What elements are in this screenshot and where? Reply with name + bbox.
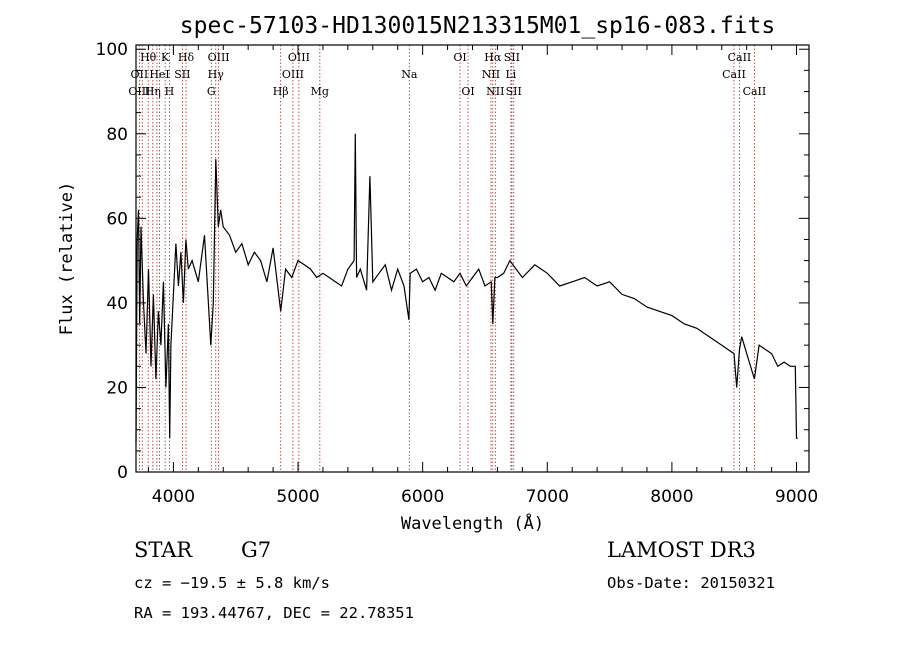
- observation-date: Obs-Date: 20150321: [607, 574, 775, 592]
- y-tick-label: 20: [106, 378, 128, 398]
- line-label: Na: [401, 68, 418, 81]
- x-tick-label: 7000: [526, 487, 569, 507]
- line-label: Mg: [311, 85, 329, 98]
- line-label: NII: [482, 68, 500, 81]
- line-label: CaII: [722, 68, 746, 81]
- spectrum-line: [135, 133, 798, 443]
- line-label: Hβ: [273, 85, 289, 98]
- spectral-subclass: G7: [241, 538, 272, 562]
- redshift-velocity: cz = −19.5 ± 5.8 km/s: [134, 574, 330, 592]
- y-tick-label: 40: [106, 294, 128, 314]
- line-label: OIII: [288, 51, 310, 64]
- line-label: OIII: [208, 51, 230, 64]
- y-tick-label: 0: [117, 463, 128, 483]
- survey-name: LAMOST DR3: [607, 538, 756, 562]
- line-label: CaII: [728, 51, 752, 64]
- line-label: OIII: [128, 85, 150, 98]
- line-label: OI: [461, 85, 474, 98]
- line-label: NII: [486, 85, 504, 98]
- line-label: HeI: [149, 68, 169, 81]
- line-label: K: [161, 51, 170, 64]
- line-label: G: [207, 85, 216, 98]
- line-label: SII: [506, 85, 522, 98]
- x-tick-label: 8000: [650, 487, 693, 507]
- emission-line-labels: Hθ OII OIII K HeI Hη H Hδ SII OIII Hγ G OIII OIII Hβ Mg…: [128, 51, 766, 98]
- line-label: OII: [131, 68, 149, 81]
- x-tick-label: 6000: [401, 487, 444, 507]
- line-label: SII: [174, 68, 190, 81]
- line-label: SII: [504, 51, 520, 64]
- x-tick-label: 5000: [276, 487, 319, 507]
- plot-frame: [135, 44, 810, 473]
- line-label: Hδ: [178, 51, 195, 64]
- chart-title: spec-57103-HD130015N213315M01_sp16-083.f…: [180, 13, 775, 39]
- line-label: Hγ: [208, 68, 225, 81]
- line-label: CaII: [743, 85, 767, 98]
- object-class: STAR: [134, 538, 193, 562]
- axis-ticks: 4000 5000 6000 7000 8000 9000 0 20 40 60 80 100: [96, 40, 819, 507]
- x-tick-label: 4000: [152, 487, 195, 507]
- y-tick-label: 80: [106, 125, 128, 145]
- x-tick-label: 9000: [775, 487, 818, 507]
- line-label: Hθ: [140, 51, 157, 64]
- y-tick-label: 60: [106, 209, 128, 229]
- line-label: OI: [453, 51, 466, 64]
- line-label: OIII: [282, 68, 304, 81]
- line-label: H: [165, 85, 175, 98]
- y-axis-label: Flux (relative): [57, 182, 77, 336]
- y-tick-label: 100: [96, 40, 128, 60]
- line-marker-group: [138, 45, 755, 472]
- line-label: Hη: [145, 85, 161, 98]
- coordinates: RA = 193.44767, DEC = 22.78351: [134, 604, 414, 622]
- x-axis-label: Wavelength (Å): [401, 512, 544, 534]
- line-label: Li: [505, 68, 516, 81]
- line-label: Hα: [484, 51, 502, 64]
